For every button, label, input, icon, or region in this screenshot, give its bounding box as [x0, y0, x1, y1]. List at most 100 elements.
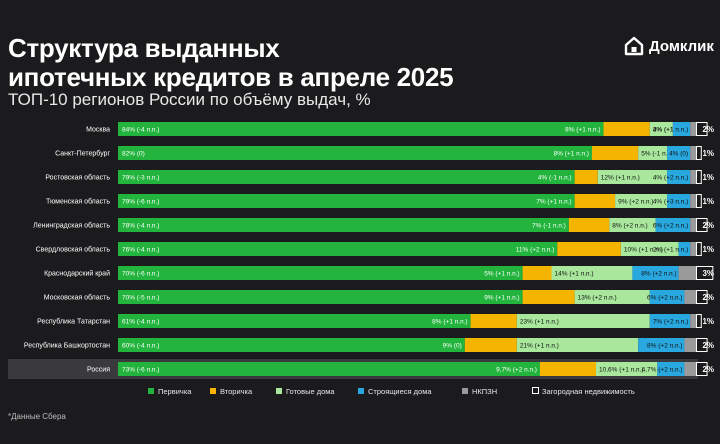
data-label-ready: 13% (+2 п.п.) [578, 295, 617, 302]
data-label-primary: 84% (-4 п.п.) [122, 127, 159, 134]
bar-segment-nkpzn [690, 146, 696, 160]
data-label-country: 2% [702, 341, 714, 350]
data-label-country: 3% [702, 269, 714, 278]
data-label-country: 1% [702, 197, 714, 206]
legend-label-building: Строящиеся дома [368, 387, 432, 396]
data-label-country: 2% [702, 293, 714, 302]
data-label-primary: 70% (-5 п.п.) [122, 295, 159, 302]
bar-segment-country [696, 218, 708, 232]
title-line-1: Структура выданных [8, 33, 280, 63]
data-label-ready: 8% (+2 п.п.) [612, 223, 647, 230]
bar-segment-building [638, 338, 685, 352]
bar-segment-secondary [568, 218, 610, 232]
data-label-ready: 4% (+1 п.п.) [653, 127, 688, 134]
bar-segment-ready [638, 146, 668, 160]
data-label-building: 4,7% (+2 п.п.) [642, 367, 683, 374]
bar-segment-building [667, 146, 691, 160]
bar-segment-primary [118, 242, 558, 256]
data-label-building: 4% (0) [669, 151, 688, 158]
data-label-ready: 23% (+1 п.п.) [520, 319, 559, 326]
bar-segment-ready [516, 338, 639, 352]
data-label-primary: 60% (-4 п.п.) [122, 343, 159, 350]
bar-segment-nkpzn [690, 242, 696, 256]
bar-segment-country [696, 242, 702, 256]
bar-segment-nkpzn [690, 218, 696, 232]
bar-segment-ready [615, 194, 668, 208]
bar-segment-ready [609, 218, 656, 232]
legend-label-primary: Первичка [158, 387, 192, 396]
data-label-primary: 70% (-6 п.п.) [122, 271, 159, 278]
bar-segment-nkpzn [684, 362, 696, 376]
bar-segment-country [696, 314, 702, 328]
category-label: Московская область [44, 294, 111, 302]
bar-segment-building [667, 170, 691, 184]
data-label-building: 8% (+2 п.п.) [641, 271, 676, 278]
bar-segment-secondary [591, 146, 639, 160]
data-label-ready: 9% (+2 п.п.) [618, 199, 653, 206]
bar-segment-country [696, 122, 708, 136]
title-line-2: ипотечных кредитов в апреле 2025 [8, 62, 454, 92]
data-label-primary: 79% (-6 п.п.) [122, 199, 159, 206]
data-label-building: 4% (+3 п.п.) [653, 199, 688, 206]
bar-segment-secondary [603, 122, 650, 136]
bar-segment-country [696, 362, 708, 376]
bar-segment-country [696, 338, 708, 352]
data-label-secondary: 8% (+1 п.п.) [432, 319, 467, 326]
bar-segment-secondary [470, 314, 517, 328]
data-label-country: 1% [702, 149, 714, 158]
data-label-ready: 10,6% (+1 п.п.) [599, 367, 643, 374]
bar-segment-nkpzn [684, 290, 696, 304]
data-label-secondary: 8% (+1 п.п.) [565, 127, 600, 134]
bar-segment-ready [596, 362, 658, 376]
bar-segment-secondary [557, 242, 621, 256]
house-logo-icon [624, 36, 644, 56]
data-label-ready: 21% (+1 п.п.) [520, 343, 559, 350]
data-label-building: 3% (+1 п.п.) [653, 127, 688, 134]
bar-segment-primary [118, 362, 540, 376]
legend-swatch-nkpzn [462, 388, 468, 394]
category-label: Тюменская область [46, 198, 110, 206]
data-label-ready: 14% (+1 п.п.) [555, 271, 594, 278]
data-label-building: 6% (+2 п.п.) [647, 295, 682, 302]
category-label: Ленинградская область [33, 222, 110, 230]
data-label-secondary: 9% (+1 п.п.) [484, 295, 519, 302]
data-label-primary: 78% (-4 п.п.) [122, 223, 159, 230]
bar-segment-nkpzn [690, 170, 696, 184]
bar-segment-ready [620, 242, 679, 256]
bar-segment-nkpzn [684, 338, 696, 352]
bar-segment-primary [118, 266, 523, 280]
bar-segment-building [632, 266, 679, 280]
legend-swatch-country [532, 387, 539, 394]
bar-segment-ready [574, 290, 650, 304]
bar-segment-primary [118, 218, 569, 232]
legend-label-ready: Готовые дома [286, 387, 335, 396]
category-label: Россия [87, 367, 110, 374]
brand-name: Домклик [649, 37, 714, 55]
data-label-country: 1% [702, 245, 714, 254]
data-label-country: 2% [702, 365, 714, 374]
legend-label-secondary: Вторичка [220, 387, 253, 396]
data-label-country: 2% [702, 125, 714, 134]
category-label: Свердловская область [36, 246, 111, 254]
bar-segment-primary [118, 290, 523, 304]
data-label-secondary: 11% (+2 п.п.) [516, 247, 555, 254]
data-label-building: 7% (+2 п.п.) [653, 319, 688, 326]
bar-segment-primary [118, 170, 575, 184]
data-label-ready: 12% (+1 п.п.) [601, 175, 640, 182]
data-label-primary: 61% (-4 п.п.) [122, 319, 159, 326]
bar-segment-country [696, 266, 714, 280]
data-label-country: 1% [702, 173, 714, 182]
bar-segment-primary [118, 122, 604, 136]
data-label-building: 2% (+1 п.п.) [653, 247, 688, 254]
legend-label-country: Загородная недвижимость [542, 387, 635, 396]
data-label-primary: 79% (-3 п.п.) [122, 175, 159, 182]
category-label: Республика Татарстан [37, 318, 110, 326]
category-label: Краснодарский край [44, 270, 110, 278]
bar-segment-building [649, 314, 691, 328]
category-label: Республика Башкортостан [24, 342, 110, 350]
bar-segment-primary [118, 194, 575, 208]
category-label: Москва [86, 127, 110, 134]
bar-segment-nkpzn [690, 194, 696, 208]
data-label-building: 4% (+2 п.п.) [653, 175, 688, 182]
